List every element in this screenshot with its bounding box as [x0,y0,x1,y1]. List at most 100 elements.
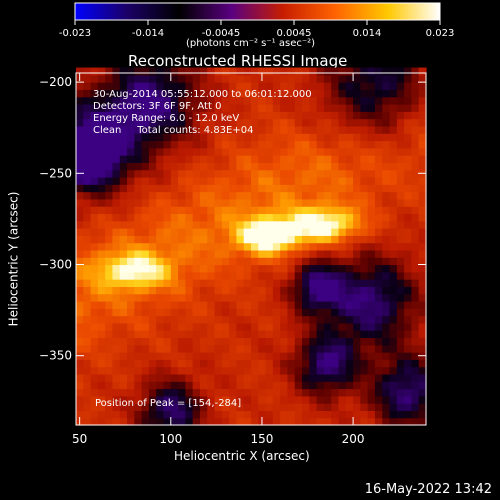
heatmap-cell [83,410,92,419]
heatmap-cell [178,133,186,142]
heatmap-cell [127,403,135,412]
heatmap-cell [236,198,245,207]
heatmap-cell [156,184,165,193]
heatmap-cell [134,213,143,222]
heatmap-cell [258,184,267,193]
heatmap-cell [178,417,186,426]
heatmap-cell [119,206,128,215]
heatmap-cell [389,118,398,127]
heatmap-cell [309,359,318,368]
heatmap-cell [265,206,274,215]
heatmap-cell [404,140,413,149]
heatmap-cell [236,322,245,331]
heatmap-cell [265,417,274,426]
heatmap-cell [345,330,354,339]
heatmap-cell [199,249,208,258]
heatmap-cell [411,410,420,419]
heatmap-cell [294,381,303,390]
heatmap-cell [221,82,230,91]
heatmap-cell [170,74,179,83]
heatmap-cell [345,403,354,412]
heatmap-cell [127,140,135,149]
heatmap-cell [76,315,84,324]
heatmap-cell [367,213,376,222]
heatmap-cell [280,89,289,98]
heatmap-cell [83,82,92,91]
heatmap-cell [382,330,391,339]
heatmap-cell [163,286,172,295]
heatmap-cell [236,169,245,178]
heatmap-cell [345,271,354,280]
heatmap-cell [389,337,398,346]
heatmap-cell [374,140,383,149]
heatmap-cell [163,395,172,404]
heatmap-cell [411,191,420,200]
heatmap-cell [156,315,165,324]
heatmap-cell [163,271,172,280]
heatmap-cell [280,330,289,339]
heatmap-cell [119,300,128,309]
heatmap-cell [199,308,208,317]
heatmap-cell [163,147,172,156]
heatmap-cell [192,220,201,229]
heatmap-cell [411,111,420,120]
heatmap-cell [316,293,325,302]
heatmap-cell [309,381,318,390]
heatmap-cell [287,155,296,163]
heatmap-cell [207,155,216,163]
heatmap-cell [396,352,405,360]
heatmap-cell [83,89,92,98]
heatmap-cell [112,308,121,317]
heatmap-cell [141,264,150,273]
heatmap-cell [353,235,361,244]
heatmap-cell [302,104,310,112]
heatmap-cell [105,176,114,185]
heatmap-cell [367,162,376,171]
heatmap-cell [302,300,310,309]
heatmap-cell [345,286,354,295]
heatmap-cell [214,249,223,258]
heatmap-cell [127,344,135,353]
heatmap-cell [105,242,114,251]
heatmap-cell [360,366,369,375]
heatmap-cell [119,366,128,375]
heatmap-cell [236,249,245,258]
heatmap-cell [302,410,310,419]
heatmap-cell [185,228,194,236]
heatmap-cell [119,228,128,236]
heatmap-cell [396,198,405,207]
heatmap-cell [404,381,413,390]
heatmap-cell [345,89,354,98]
heatmap-cell [243,373,252,382]
heatmap-cell [127,111,135,120]
heatmap-cell [251,293,259,302]
heatmap-cell [309,176,318,185]
heatmap-cell [323,155,332,163]
heatmap-cell [83,133,92,142]
heatmap-cell [127,74,135,83]
heatmap-cell [265,191,274,200]
heatmap-cell [265,242,274,251]
heatmap-cell [170,235,179,244]
heatmap-cell [367,417,376,426]
heatmap-cell [163,257,172,266]
heatmap-cell [178,191,186,200]
heatmap-cell [141,89,150,98]
heatmap-cell [199,381,208,390]
heatmap-cell [199,155,208,163]
heatmap-cell [258,337,267,346]
heatmap-cell [272,125,281,134]
heatmap-cell [353,242,361,251]
heatmap-cell [134,104,143,112]
heatmap-cell [76,140,84,149]
heatmap-cell [353,271,361,280]
heatmap-cell [309,322,318,331]
heatmap-cell [83,67,92,76]
heatmap-cell [112,176,121,185]
heatmap-cell [192,228,201,236]
heatmap-cell [229,410,238,419]
heatmap-cell [323,388,332,397]
heatmap-cell [396,257,405,266]
heatmap-cell [309,417,318,426]
y-axis-label: Heliocentric Y (arcsec) [6,191,21,327]
